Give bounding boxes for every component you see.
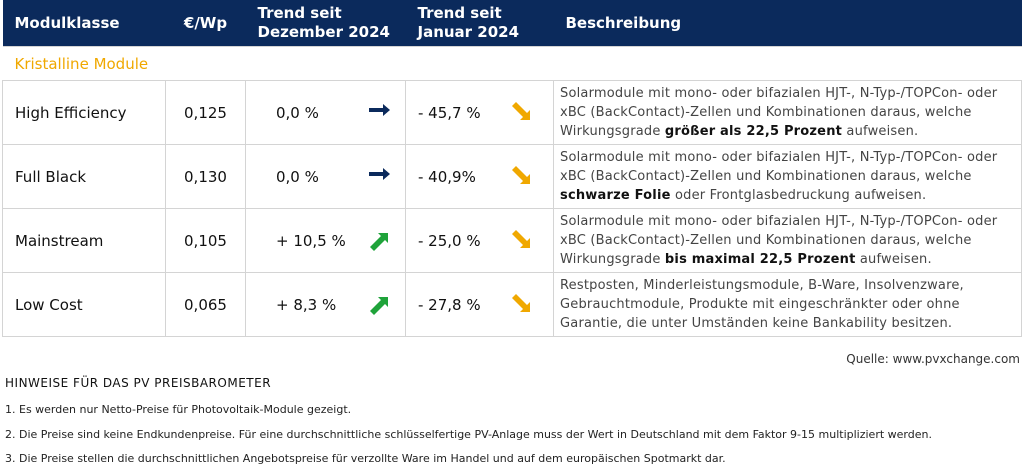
description-before: Solarmodule mit mono- oder bifazialen HJ… xyxy=(560,86,998,139)
price: 0,130 xyxy=(165,144,246,209)
trend-arrow xyxy=(512,229,530,248)
description: Restposten, Minderleistungsmodule, B-War… xyxy=(553,272,1022,337)
table-row: High Efficiency 0,125 0,0 % - 45,7 % Solarmo… xyxy=(2,80,1022,145)
module-class: Full Black xyxy=(2,144,166,209)
column-header: €/Wp xyxy=(165,0,246,47)
trend-value: 0,0 % xyxy=(276,103,319,122)
trend-arrow xyxy=(370,296,388,315)
module-class: Low Cost xyxy=(2,272,166,337)
trend-cell: - 40,9% xyxy=(418,165,541,189)
trend-cell: 0,0 % xyxy=(258,101,393,125)
description: Solarmodule mit mono- oder bifazialen HJ… xyxy=(553,208,1022,273)
trend-cell: - 27,8 % xyxy=(418,293,541,317)
source: Quelle: www.pvxchange.com xyxy=(846,352,1020,366)
trend-cell: - 45,7 % xyxy=(418,101,541,125)
trend-value: - 40,9% xyxy=(418,167,476,186)
price: 0,105 xyxy=(165,208,246,273)
trend-january: - 27,8 % xyxy=(405,272,554,337)
trend-cell: + 10,5 % xyxy=(258,229,393,253)
table-row: Low Cost 0,065 + 8,3 % - 27,8 % Restposten, … xyxy=(2,272,1022,337)
table-body: Kristalline Module High Efficiency 0,125 0… xyxy=(2,46,1022,337)
description-after: oder Frontglasbedruckung aufweisen. xyxy=(670,188,927,203)
price: 0,125 xyxy=(165,80,246,145)
description-emphasis: bis maximal 22,5 Prozent xyxy=(664,252,856,267)
section-label: Kristalline Module xyxy=(2,46,1022,81)
note-item: 2. Die Preise sind keine Endkundenpreise… xyxy=(5,428,932,441)
trend-cell: - 25,0 % xyxy=(418,229,541,253)
description: Solarmodule mit mono- oder bifazialen HJ… xyxy=(553,144,1022,209)
trend-value: - 27,8 % xyxy=(418,295,481,314)
trend-arrow xyxy=(512,165,530,184)
trend-cell: 0,0 % xyxy=(258,165,393,189)
description-before: Solarmodule mit mono- oder bifazialen HJ… xyxy=(560,150,998,184)
header-row: Modulklasse €/Wp Trend seit Dezember 2024 T… xyxy=(2,0,1022,47)
trend-value: + 8,3 % xyxy=(276,295,337,314)
trend-january: - 25,0 % xyxy=(405,208,554,273)
trend-value: 0,0 % xyxy=(276,167,319,186)
column-header: Trend seit Januar 2024 xyxy=(405,0,554,47)
note-item: 1. Es werden nur Netto-Preise für Photov… xyxy=(5,403,352,416)
trend-december: + 10,5 % xyxy=(245,208,406,273)
module-class: Mainstream xyxy=(2,208,166,273)
column-header: Modulklasse xyxy=(2,0,166,47)
table-row: Full Black 0,130 0,0 % - 40,9% Solarmodule m… xyxy=(2,144,1022,209)
notes-title: HINWEISE FÜR DAS PV PREISBAROMETER xyxy=(5,376,272,390)
description-after: aufweisen. xyxy=(855,252,932,267)
price: 0,065 xyxy=(165,272,246,337)
description: Solarmodule mit mono- oder bifazialen HJ… xyxy=(553,80,1022,145)
trend-january: - 45,7 % xyxy=(405,80,554,145)
description-emphasis: größer als 22,5 Prozent xyxy=(664,124,843,139)
trend-arrow xyxy=(369,103,390,116)
description-before: Solarmodule mit mono- oder bifazialen HJ… xyxy=(560,214,998,267)
trend-arrow xyxy=(369,167,390,180)
trend-value: + 10,5 % xyxy=(276,231,346,250)
column-header: Trend seit Dezember 2024 xyxy=(245,0,406,47)
description-before: Restposten, Minderleistungsmodule, B-War… xyxy=(560,278,964,331)
trend-january: - 40,9% xyxy=(405,144,554,209)
table-row: Mainstream 0,105 + 10,5 % - 25,0 % Solarmodu… xyxy=(2,208,1022,273)
trend-arrow xyxy=(370,232,388,251)
note-item: 3. Die Preise stellen die durchschnittli… xyxy=(5,452,726,465)
trend-value: - 25,0 % xyxy=(418,231,481,250)
trend-december: 0,0 % xyxy=(245,144,406,209)
trend-arrow xyxy=(512,101,530,120)
module-class: High Efficiency xyxy=(2,80,166,145)
column-header: Beschreibung xyxy=(553,0,1022,47)
section-row: Kristalline Module xyxy=(2,46,1022,81)
trend-cell: + 8,3 % xyxy=(258,293,393,317)
trend-value: - 45,7 % xyxy=(418,103,481,122)
trend-arrow xyxy=(512,293,530,312)
price-table: Modulklasse €/Wp Trend seit Dezember 2024 T… xyxy=(2,0,1022,337)
trend-december: 0,0 % xyxy=(245,80,406,145)
description-after: aufweisen. xyxy=(842,124,919,139)
description-emphasis: schwarze Folie xyxy=(560,188,671,203)
trend-december: + 8,3 % xyxy=(245,272,406,337)
